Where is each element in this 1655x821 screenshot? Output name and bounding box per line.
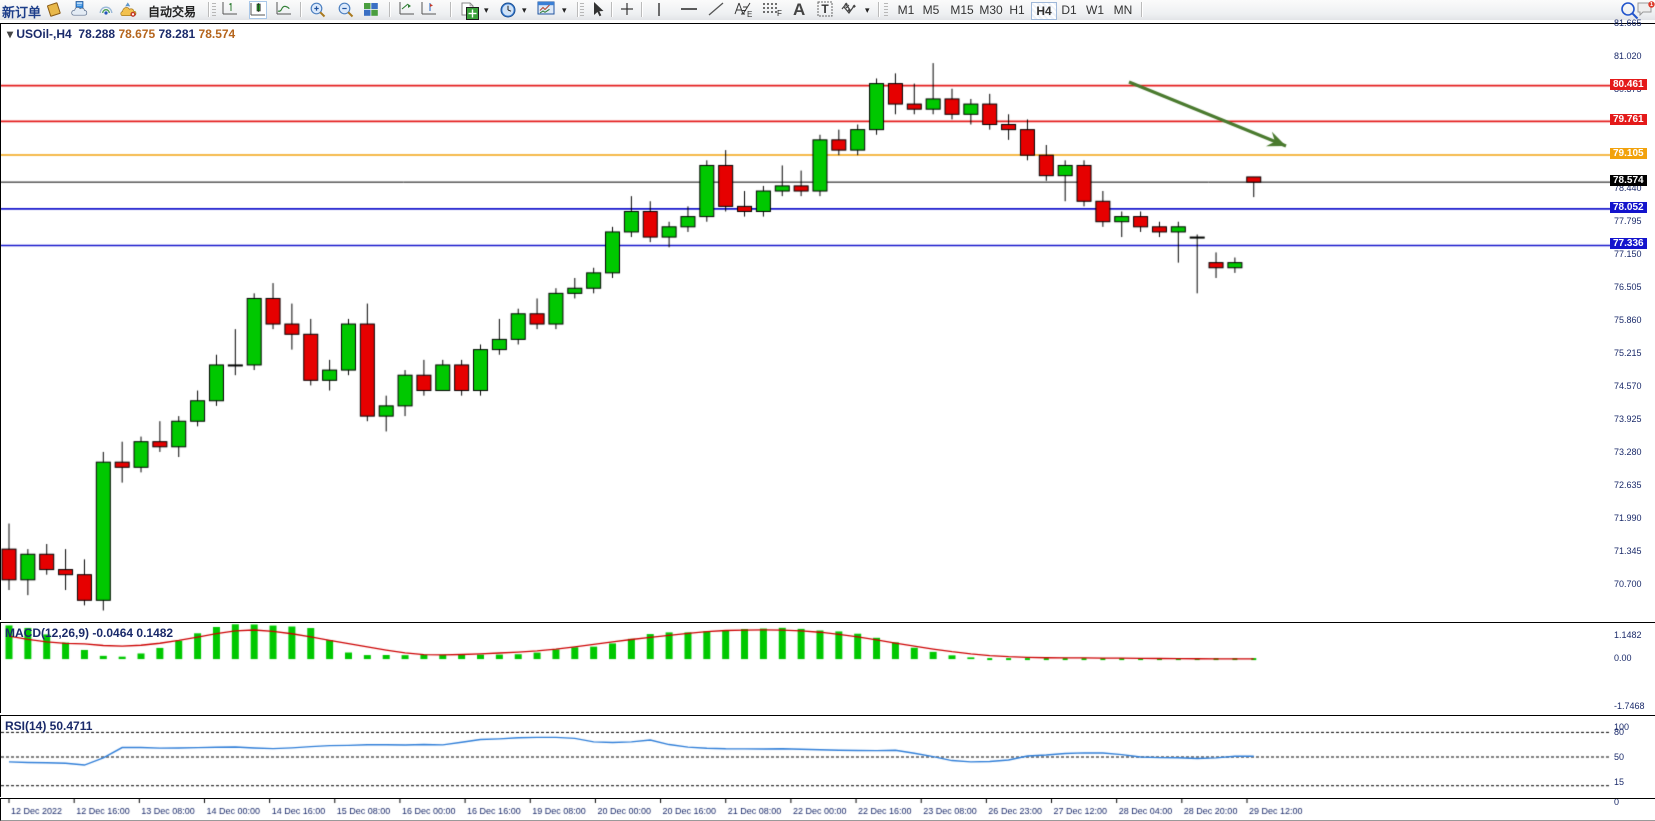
svg-text:T: T: [821, 2, 829, 16]
svg-text:1: 1: [1650, 2, 1653, 8]
